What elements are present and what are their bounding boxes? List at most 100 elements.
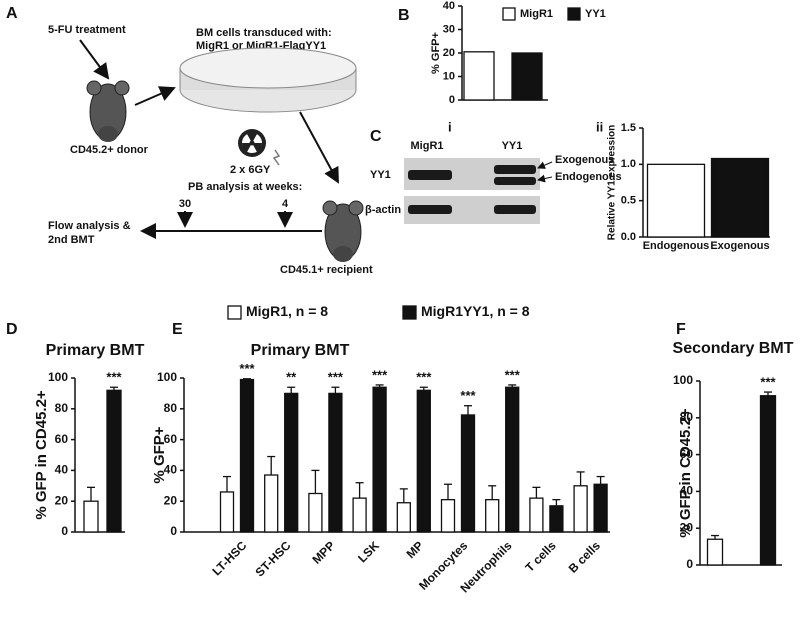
y-tick-label: 60 [164,432,178,446]
significance: *** [460,388,476,403]
panel-label: F [676,321,686,338]
bar [239,378,255,533]
label: CD45.1+ recipient [280,264,373,276]
panel-label: C [370,128,382,145]
y-tick-label: 20 [55,493,69,507]
band [408,205,452,214]
band [408,170,452,180]
lane-label: YY1 [502,140,523,152]
legend-label: MigR1 [520,8,553,20]
bar [511,52,543,101]
arrow [537,174,553,183]
significance: *** [372,367,388,382]
legend-swatch [502,7,516,21]
diagram: 5-FU treatment CD45.2+ donor BM cells tr… [48,24,373,276]
bar [710,157,770,238]
y-tick-label: 0 [449,94,455,106]
y-tick-label: 0 [170,524,177,538]
bar [549,505,564,533]
legend-label: MigR1, n = 8 [246,303,328,319]
y-tick-label: 80 [55,401,69,415]
significance: *** [760,374,776,389]
mouse [322,200,364,262]
bar [759,395,777,566]
y-tick-label: 0.0 [621,231,636,243]
bar [706,538,724,566]
y-axis-label: % GFP+ [151,426,168,483]
y-axis-label: Relative YY1 expression [607,125,618,240]
y-tick-label: 1.0 [621,158,636,170]
bar [328,392,343,533]
label: PB analysis at weeks: [188,181,302,193]
significance: *** [239,361,255,376]
y-tick-label: 100 [673,373,693,387]
legend-swatch [402,305,417,320]
band-label: Exogenous [555,154,614,166]
significance: *** [106,370,122,385]
x-tick-label: ST-HSC [253,538,294,579]
western-blot: MigR1 YY1 YY1 β-actin Exogenous Endogeno… [365,140,622,224]
bar [308,492,323,533]
bar [646,163,706,238]
bar [529,497,544,533]
y-tick-label: 0 [686,557,693,571]
row-label: YY1 [370,169,391,181]
legend-swatch [567,7,581,21]
label: 2 x 6GY [230,164,271,176]
lane-label: MigR1 [411,140,444,152]
bar [485,499,500,533]
arrow [134,86,176,106]
label: 2nd BMT [48,234,95,246]
panel-label: D [6,321,18,338]
arrow [537,161,553,169]
bar [106,389,122,533]
y-tick-label: 60 [680,447,694,461]
y-tick-label: 1.5 [621,122,636,134]
x-tick-label: Endogenous [643,240,710,252]
significance: *** [416,370,432,385]
bar [463,51,495,101]
label: Flow analysis & [48,220,131,232]
band [494,177,536,185]
legend-label: MigR1YY1, n = 8 [421,303,530,319]
y-tick-label: 40 [164,463,178,477]
y-tick-label: 60 [55,432,69,446]
significance: *** [328,370,344,385]
y-tick-label: 30 [443,23,455,35]
chart-title: Primary BMT [46,342,145,359]
label: 5-FU treatment [48,24,126,36]
mouse [86,80,130,142]
bar [352,497,367,533]
bar [264,474,279,533]
radiation-icon [238,129,266,157]
significance: ** [286,370,297,385]
icon [272,149,281,166]
band-label: Endogenous [555,171,622,183]
bar [440,499,456,533]
bar [593,483,608,533]
bar [460,414,476,533]
y-tick-label: 100 [157,370,177,384]
bar [372,386,387,533]
band [494,205,536,214]
panel-label: E [172,321,183,338]
label: 4 [282,198,289,210]
panel-label: A [6,5,18,22]
y-tick-label: 0 [61,524,68,538]
bar [416,389,431,533]
x-tick-label: Exogenous [710,240,769,252]
x-tick-label: LT-HSC [209,538,249,578]
y-tick-label: 20 [680,520,694,534]
bar [83,500,99,533]
bar [505,386,520,533]
y-tick-label: 40 [680,484,694,498]
arrow [299,111,339,184]
y-axis-label: % GFP+ [430,32,442,74]
arrow [79,39,110,80]
x-tick-label: MPP [309,538,337,566]
row-label: β-actin [365,204,401,216]
y-tick-label: 40 [443,0,455,12]
bar [284,392,299,533]
significance: *** [505,367,521,382]
y-tick-label: 80 [164,401,178,415]
